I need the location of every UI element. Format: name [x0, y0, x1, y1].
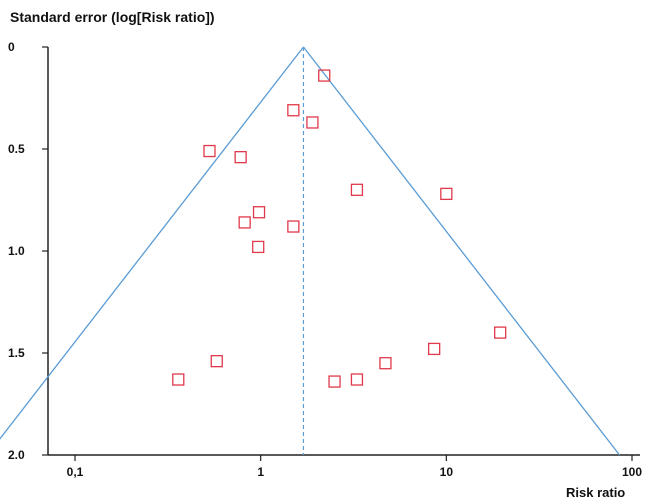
funnel-left-line	[0, 46, 304, 440]
x-tick-label: 0,1	[67, 465, 84, 479]
data-point	[428, 342, 441, 356]
data-point	[252, 206, 266, 219]
data-point	[287, 220, 300, 233]
data-point	[318, 69, 331, 82]
data-point	[238, 216, 251, 229]
x-tick-label: 1	[257, 465, 264, 479]
funnel-right-line	[302, 46, 621, 456]
data-point	[306, 116, 319, 129]
y-tick-label: 1.5	[8, 346, 25, 360]
data-point	[287, 104, 300, 117]
x-ticks: 0,1 1 10 100	[67, 455, 642, 479]
data-point	[172, 373, 185, 386]
data-points	[172, 69, 507, 388]
x-axis-label: Risk ratio	[566, 485, 625, 500]
chart-title: Standard error (log[Risk ratio])	[10, 9, 215, 25]
data-point	[440, 187, 453, 201]
axes	[47, 47, 640, 456]
y-tick-label: 1.0	[8, 244, 25, 258]
y-ticks: 0 0.5 1.0 1.5 2.0	[8, 40, 48, 462]
funnel	[0, 46, 621, 456]
data-point	[252, 240, 265, 254]
x-tick-label: 10	[440, 465, 454, 479]
data-point	[350, 183, 364, 196]
y-tick-label: 0.5	[8, 142, 25, 156]
data-point	[328, 375, 341, 388]
x-tick-label: 100	[622, 465, 642, 479]
data-point	[234, 151, 247, 164]
y-tick-label: 0	[8, 40, 15, 54]
data-point	[350, 373, 364, 386]
data-point	[203, 144, 216, 158]
data-point	[210, 355, 223, 368]
data-point	[494, 326, 507, 339]
y-tick-label: 2.0	[8, 448, 25, 462]
data-point	[379, 357, 392, 370]
